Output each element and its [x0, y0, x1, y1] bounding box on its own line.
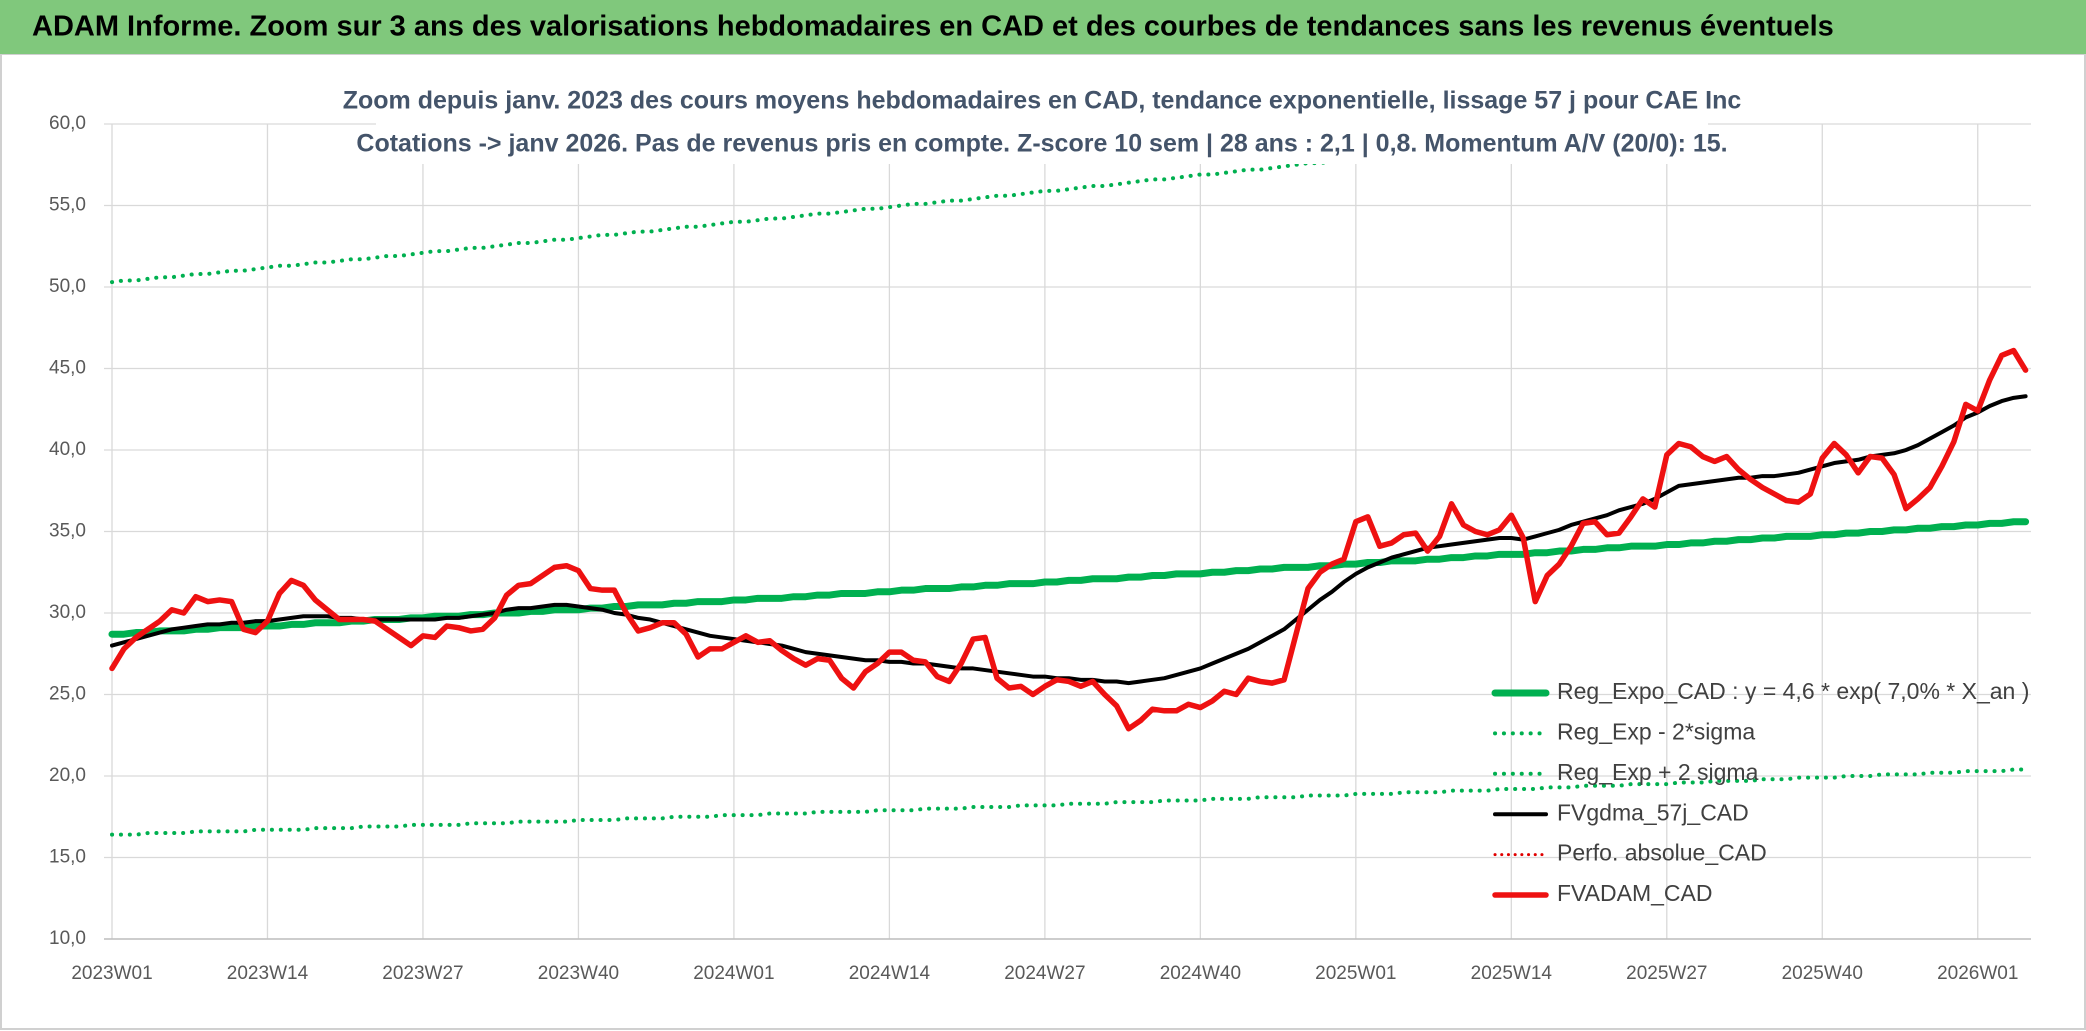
chart-subtitle: Cotations -> janv 2026. Pas de revenus p…	[356, 130, 1727, 158]
y-tick-label: 55,0	[49, 195, 86, 216]
series-line	[110, 124, 1694, 285]
header-bar	[0, 0, 2086, 54]
series-line	[110, 767, 2028, 837]
x-tick-label: 2024W27	[1004, 963, 1085, 984]
x-tick-label: 2025W27	[1626, 963, 1707, 984]
y-tick-label: 45,0	[49, 358, 86, 379]
x-tick-label: 2025W14	[1471, 963, 1553, 984]
y-tick-label: 50,0	[49, 276, 86, 297]
legend-label: Reg_Exp - 2*sigma	[1557, 718, 1755, 744]
x-tick-label: 2024W14	[849, 963, 931, 984]
x-tick-label: 2024W01	[693, 963, 774, 984]
y-tick-label: 35,0	[49, 521, 86, 542]
legend-label: Reg_Expo_CAD : y = 4,6 * exp( 7,0% * X_a…	[1557, 678, 2029, 704]
x-tick-label: 2025W40	[1782, 963, 1863, 984]
title-box	[376, 80, 1708, 164]
y-tick-label: 30,0	[49, 602, 86, 623]
x-tick-label: 2023W27	[382, 963, 463, 984]
legend-label: Reg_Exp + 2 sigma	[1557, 759, 1759, 785]
x-tick-label: 2025W01	[1315, 963, 1396, 984]
header-title: ADAM Informe. Zoom sur 3 ans des valoris…	[32, 11, 1834, 43]
series-line	[108, 518, 2030, 638]
y-tick-label: 25,0	[49, 684, 86, 705]
legend-label: FVADAM_CAD	[1557, 880, 1713, 906]
plot	[108, 124, 2030, 837]
legend-label: Perfo. absolue_CAD	[1557, 840, 1767, 866]
grid: 10,0 15,0 20,0 25,0 30,0 35,0 40,0 45,0 50,0 55,0…	[49, 113, 2031, 984]
x-tick-label: 2024W40	[1160, 963, 1241, 984]
chart-title: Zoom depuis janv. 2023 des cours moyens …	[343, 87, 1742, 115]
y-tick-label: 15,0	[49, 847, 86, 868]
y-tick-label: 60,0	[49, 113, 86, 134]
x-tick-label: 2023W01	[71, 963, 152, 984]
x-tick-label: 2023W40	[538, 963, 619, 984]
legend-label: FVgdma_57j_CAD	[1557, 799, 1749, 825]
series-line	[110, 394, 2028, 686]
y-tick-label: 10,0	[49, 928, 86, 949]
legend: Reg_Expo_CAD : y = 4,6 * exp( 7,0% * X_a…	[1491, 678, 2029, 906]
y-tick-label: 20,0	[49, 765, 86, 786]
y-tick-label: 40,0	[49, 439, 86, 460]
series-line	[109, 347, 2029, 732]
x-tick-label: 2023W14	[227, 963, 309, 984]
x-tick-label: 2026W01	[1937, 963, 2018, 984]
